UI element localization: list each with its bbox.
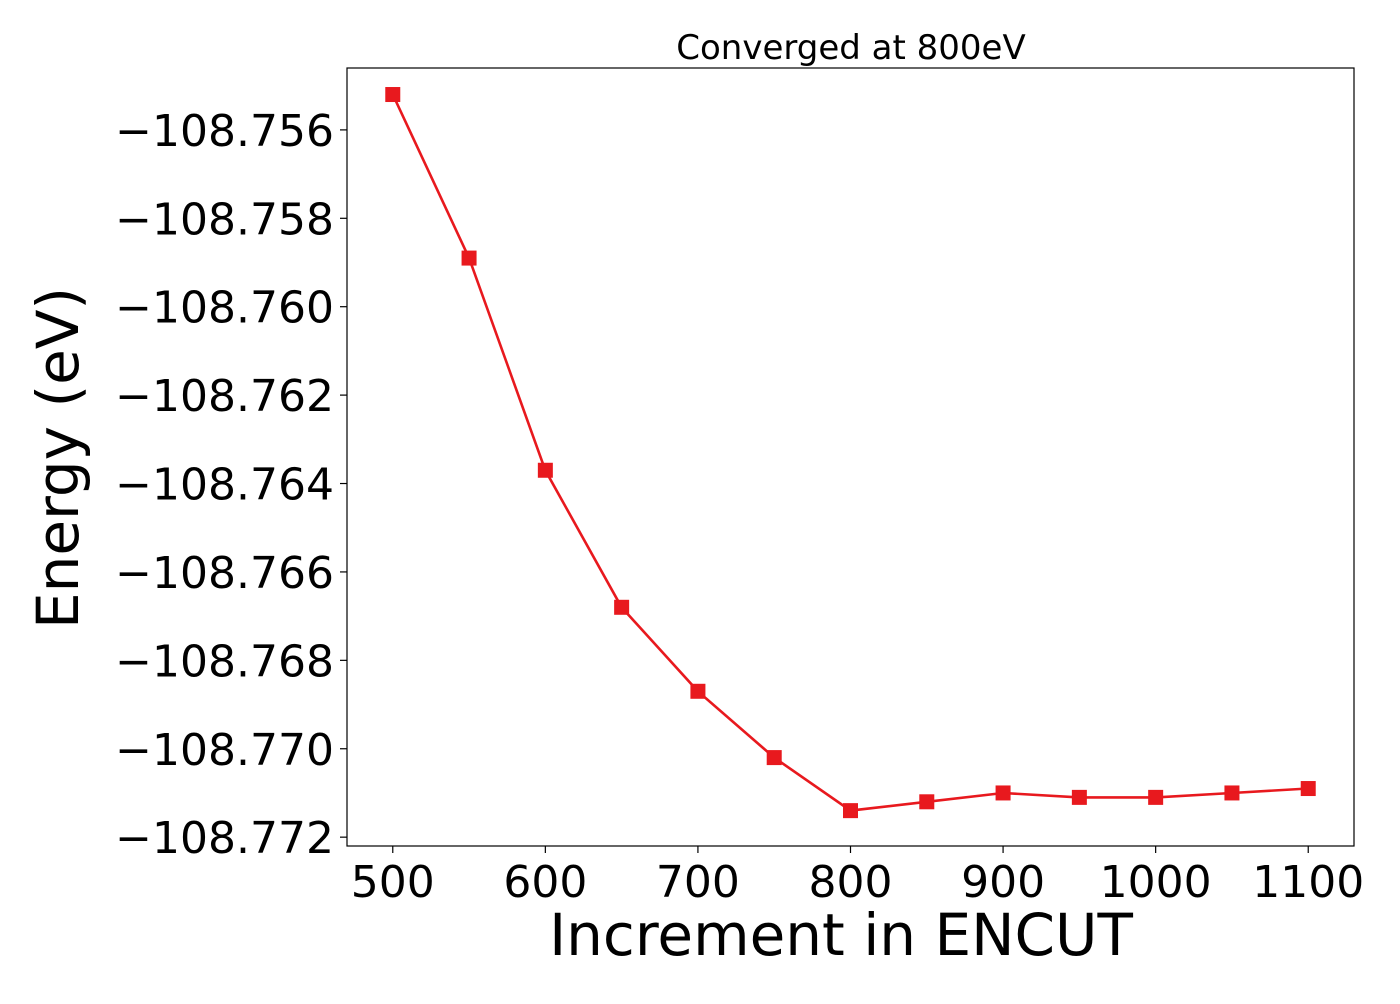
y-tick-label: −108.756 xyxy=(115,106,334,157)
chart-title: Converged at 800eV xyxy=(676,28,1025,68)
x-tick-label: 500 xyxy=(351,857,435,908)
x-tick-label: 600 xyxy=(503,857,587,908)
y-tick-label: −108.768 xyxy=(115,636,334,687)
y-tick-label: −108.760 xyxy=(115,283,334,334)
data-point-marker xyxy=(537,462,553,478)
y-tick-label: −108.772 xyxy=(115,813,334,864)
data-point-marker xyxy=(995,785,1011,801)
y-tick-label: −108.762 xyxy=(115,371,334,422)
data-point-marker xyxy=(919,794,935,810)
y-tick-label: −108.766 xyxy=(115,548,334,599)
plot-frame xyxy=(346,67,1355,847)
data-point-marker xyxy=(766,750,782,766)
data-point-marker xyxy=(461,250,477,266)
x-axis-label: Increment in ENCUT xyxy=(549,901,1133,969)
data-point-marker xyxy=(1148,789,1164,805)
data-point-marker xyxy=(1224,785,1240,801)
y-tick-label: −108.758 xyxy=(115,194,334,245)
data-point-marker xyxy=(690,683,706,699)
series-line xyxy=(391,93,1309,812)
x-tick-label: 900 xyxy=(961,857,1045,908)
plot-layer: 500 600 700 800 900 1000 1100 −108.756 −108.758 −… xyxy=(115,67,1364,908)
x-tick-label: 1100 xyxy=(1252,857,1364,908)
data-point-marker xyxy=(843,803,858,819)
data-point-marker xyxy=(614,599,630,615)
x-tick-label: 1000 xyxy=(1100,857,1212,908)
x-tick-label: 800 xyxy=(809,857,893,908)
x-tick-label: 700 xyxy=(656,857,740,908)
data-point-marker xyxy=(385,87,401,103)
data-point-marker xyxy=(1071,789,1087,805)
y-tick-label: −108.770 xyxy=(115,725,334,776)
y-axis-label: Energy (eV) xyxy=(24,287,92,629)
data-point-marker xyxy=(1300,781,1316,797)
y-tick-label: −108.764 xyxy=(115,460,334,511)
